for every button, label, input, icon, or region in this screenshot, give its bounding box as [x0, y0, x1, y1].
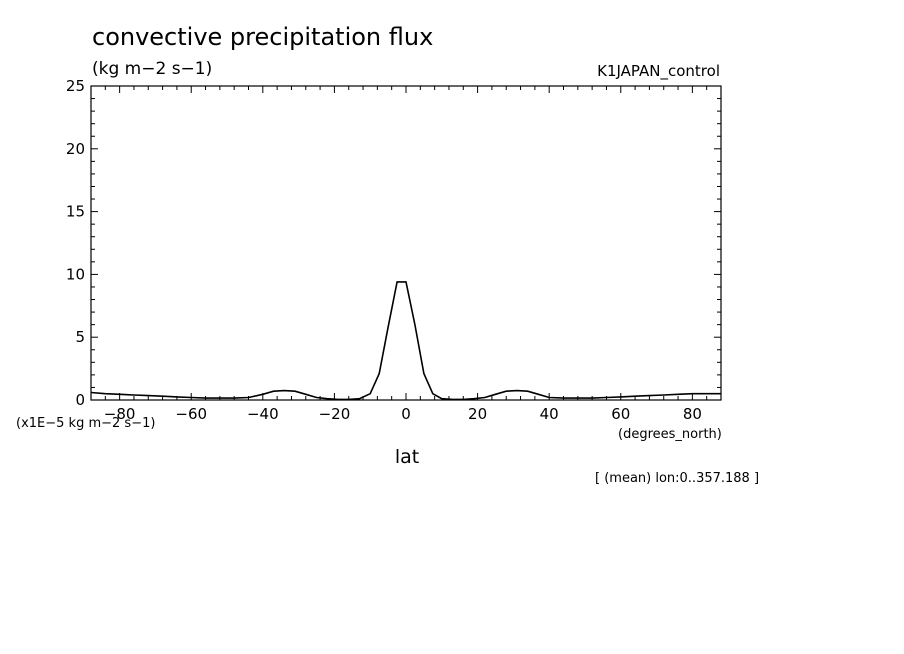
chart-units: (kg m−2 s−1)	[92, 59, 212, 79]
y-tick-label: 15	[66, 203, 85, 221]
y-scale-note: (x1E−5 kg m−2 s−1)	[16, 416, 155, 431]
plot-frame	[90, 85, 722, 401]
run-label: K1JAPAN_control	[597, 62, 720, 81]
x-tick-label: 20	[468, 405, 487, 423]
x-tick-labels: −80 −60 −40 −20 0 20 40 60 80	[104, 405, 702, 423]
chart-title: convective precipitation flux	[92, 23, 433, 51]
y-tick-label: 5	[75, 328, 85, 346]
x-axis-units: (degrees_north)	[618, 427, 722, 442]
x-tick-label: −60	[175, 405, 207, 423]
x-tick-label: 0	[401, 405, 411, 423]
y-tick-label: 20	[66, 140, 85, 158]
x-axis-label: lat	[395, 446, 419, 468]
axis-ticks	[91, 85, 721, 401]
y-tick-labels: 0 5 10 15 20 25	[66, 77, 85, 409]
y-tick-label: 0	[75, 391, 85, 409]
x-tick-label: 60	[611, 405, 630, 423]
x-tick-label: 40	[540, 405, 559, 423]
x-tick-label: 80	[683, 405, 702, 423]
x-tick-label: −80	[104, 405, 136, 423]
footnote: [ (mean) lon:0..357.188 ]	[595, 471, 759, 486]
y-tick-label: 10	[66, 265, 85, 283]
x-tick-label: −20	[319, 405, 351, 423]
x-tick-label: −40	[247, 405, 279, 423]
y-tick-label: 25	[66, 77, 85, 95]
series-line	[90, 281, 721, 401]
